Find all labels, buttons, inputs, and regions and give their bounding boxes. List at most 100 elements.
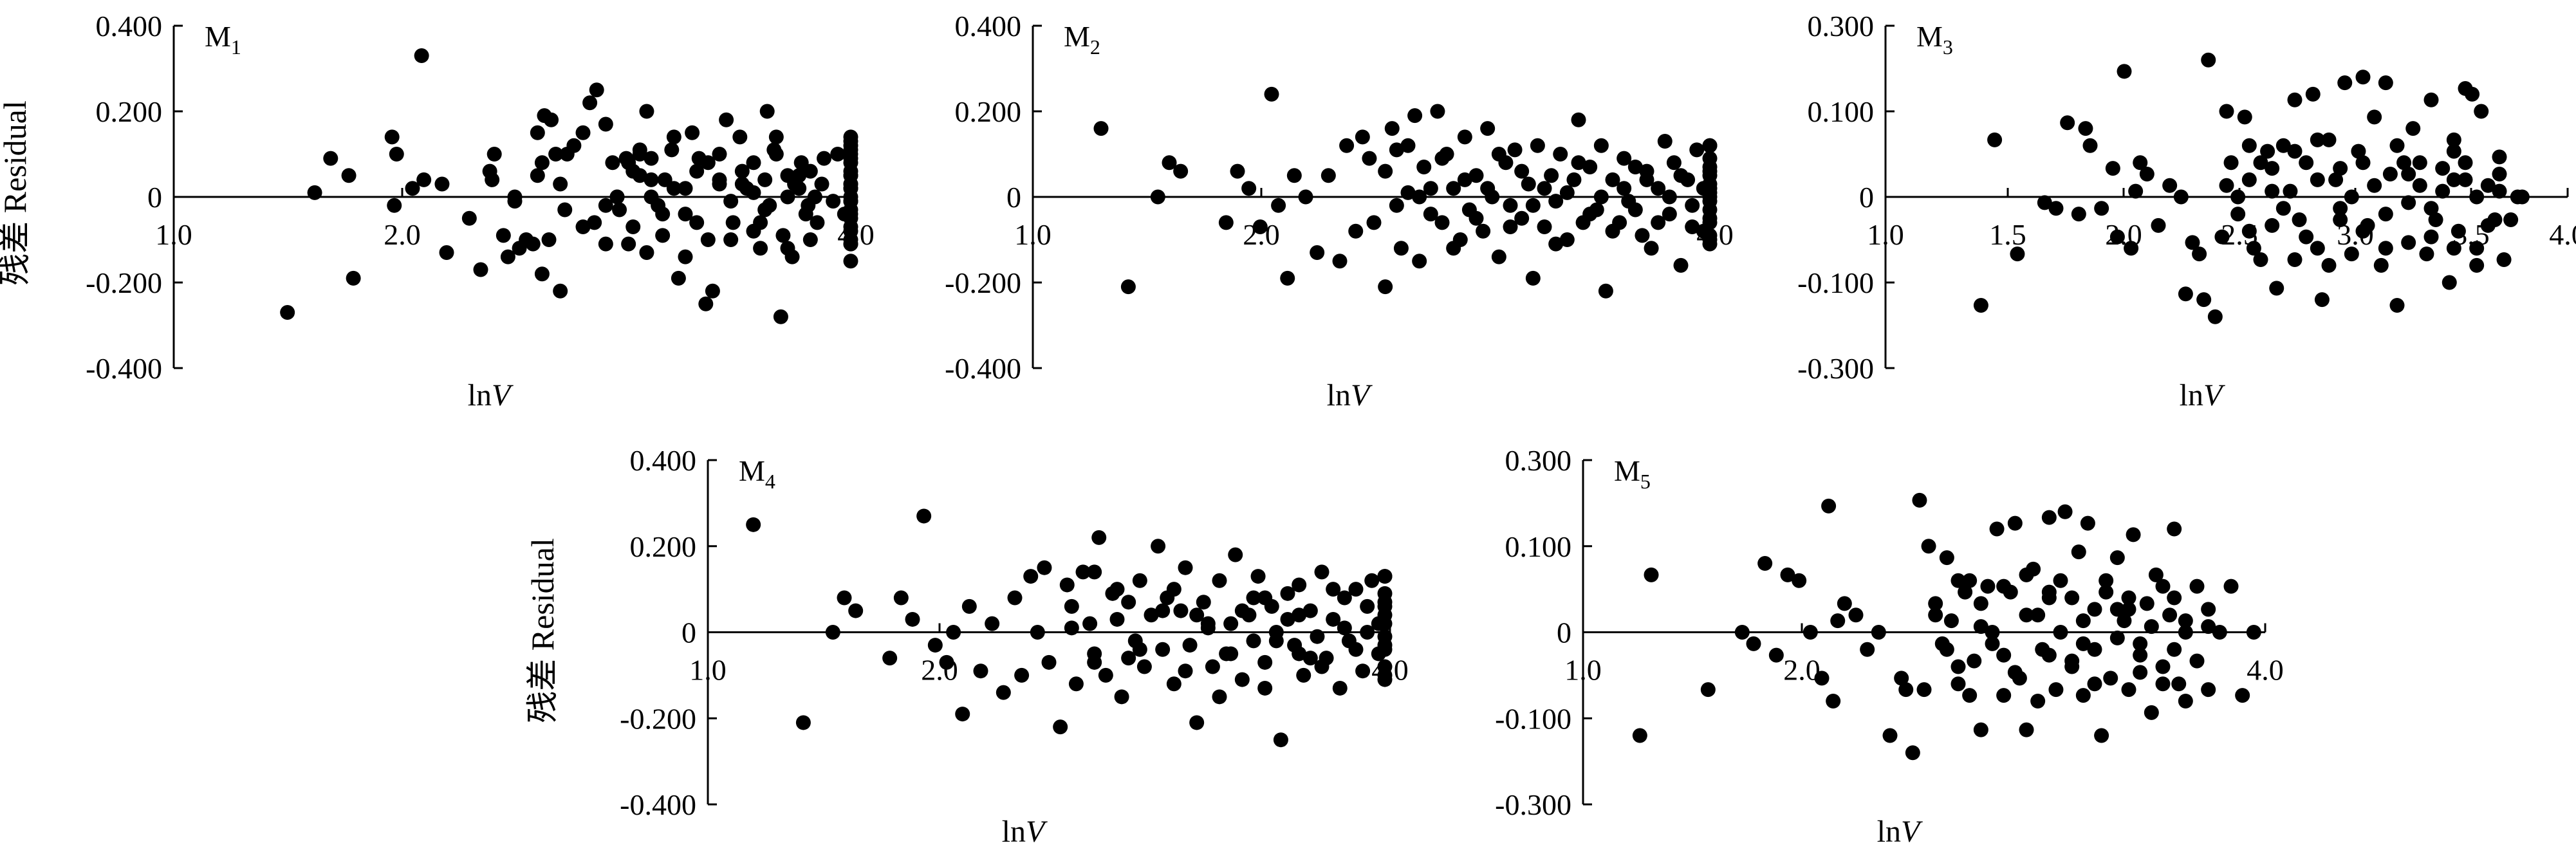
panel-title: M4 bbox=[739, 454, 775, 493]
data-point bbox=[2435, 161, 2451, 176]
x-axis-label-prefix: ln bbox=[1877, 815, 1901, 849]
data-point bbox=[1273, 732, 1288, 748]
data-point bbox=[1091, 530, 1107, 545]
data-point bbox=[2178, 625, 2193, 640]
data-point bbox=[1098, 667, 1113, 683]
data-point bbox=[2269, 281, 2284, 296]
data-point bbox=[1268, 633, 1284, 649]
data-point bbox=[534, 266, 550, 282]
data-point bbox=[1989, 521, 2005, 537]
data-point bbox=[2492, 167, 2507, 182]
data-point bbox=[1702, 151, 1718, 166]
data-point bbox=[346, 270, 361, 286]
data-point bbox=[1702, 194, 1718, 209]
data-point bbox=[2219, 104, 2234, 119]
data-point bbox=[2087, 642, 2102, 657]
data-point bbox=[2075, 688, 2091, 703]
data-point bbox=[2396, 155, 2412, 171]
data-point bbox=[2401, 195, 2416, 210]
data-point bbox=[2423, 229, 2439, 245]
data-point bbox=[689, 215, 705, 230]
data-point bbox=[1666, 155, 1682, 171]
data-point bbox=[1162, 155, 1177, 171]
data-point bbox=[1848, 607, 1864, 623]
data-point bbox=[1571, 112, 1586, 127]
y-tick-label: -0.400 bbox=[945, 352, 1021, 385]
data-point bbox=[2223, 579, 2239, 594]
data-point bbox=[2503, 212, 2519, 227]
data-point bbox=[1537, 219, 1552, 235]
data-point bbox=[2401, 167, 2416, 182]
data-point bbox=[1366, 215, 1382, 230]
data-point bbox=[2075, 613, 2091, 629]
data-point bbox=[2223, 155, 2239, 171]
x-axis-label-var: V bbox=[1026, 815, 1048, 849]
x-tick-label: 1.5 bbox=[1989, 218, 2026, 251]
y-axis-label-top-text: 残差 Residual bbox=[0, 100, 33, 285]
data-point bbox=[1830, 613, 1846, 629]
x-axis-label: lnV bbox=[1877, 815, 1923, 849]
y-axis-label-bottom-text: 残差 Residual bbox=[524, 538, 561, 723]
data-point bbox=[1310, 629, 1325, 644]
y-tick-label: 0.300 bbox=[1808, 10, 1875, 42]
data-point bbox=[2094, 728, 2109, 743]
y-axis-label-bottom: 残差 Residual bbox=[524, 538, 561, 723]
data-point bbox=[1348, 582, 1364, 597]
data-point bbox=[1212, 573, 1227, 588]
data-point bbox=[541, 232, 557, 247]
data-point bbox=[1882, 728, 1898, 743]
data-point bbox=[1412, 189, 1427, 205]
data-point bbox=[1014, 667, 1030, 683]
data-point bbox=[553, 283, 568, 299]
x-tick-label: 1.0 bbox=[689, 654, 727, 687]
x-axis-label: lnV bbox=[1002, 815, 1048, 849]
x-tick-label: 2.0 bbox=[384, 218, 421, 251]
data-point bbox=[1469, 210, 1484, 226]
data-point bbox=[1250, 569, 1266, 584]
data-point bbox=[1446, 181, 1461, 196]
data-point bbox=[723, 194, 739, 209]
data-point bbox=[1644, 241, 1659, 256]
data-point bbox=[2178, 286, 2193, 302]
data-point bbox=[1109, 582, 1125, 597]
data-point bbox=[2212, 625, 2227, 640]
data-point bbox=[723, 232, 739, 247]
data-point bbox=[1166, 582, 1181, 597]
data-point bbox=[2057, 504, 2073, 519]
data-point bbox=[2446, 144, 2461, 159]
data-point bbox=[2474, 104, 2489, 119]
data-point bbox=[2355, 155, 2371, 171]
data-point bbox=[2117, 613, 2132, 629]
data-point bbox=[1973, 596, 1988, 611]
data-point bbox=[2458, 81, 2473, 97]
data-point bbox=[1962, 688, 1978, 703]
data-point bbox=[621, 236, 636, 252]
data-point bbox=[2144, 619, 2159, 634]
data-point bbox=[946, 625, 961, 640]
data-point bbox=[1064, 620, 1079, 636]
data-point bbox=[2321, 132, 2337, 147]
data-point bbox=[1514, 163, 1530, 179]
data-point bbox=[2351, 144, 2366, 159]
data-point bbox=[1792, 573, 1807, 588]
data-point bbox=[830, 147, 846, 162]
data-point bbox=[1377, 569, 1393, 584]
data-point bbox=[2265, 183, 2280, 199]
data-point bbox=[2412, 178, 2427, 193]
data-point bbox=[2492, 149, 2507, 165]
data-point bbox=[837, 590, 852, 606]
data-point bbox=[732, 129, 748, 145]
x-tick-label: 4.0 bbox=[2549, 218, 2576, 251]
data-point bbox=[1377, 586, 1393, 601]
data-point bbox=[1326, 611, 1341, 627]
data-point bbox=[1898, 682, 1914, 698]
data-point bbox=[955, 707, 970, 722]
data-point bbox=[2078, 121, 2093, 136]
data-point bbox=[759, 104, 775, 119]
data-point bbox=[1548, 236, 1564, 252]
panel-title-subscript: 1 bbox=[231, 35, 241, 59]
data-point bbox=[2373, 257, 2389, 273]
data-point bbox=[2287, 92, 2303, 107]
data-point bbox=[2162, 607, 2178, 623]
